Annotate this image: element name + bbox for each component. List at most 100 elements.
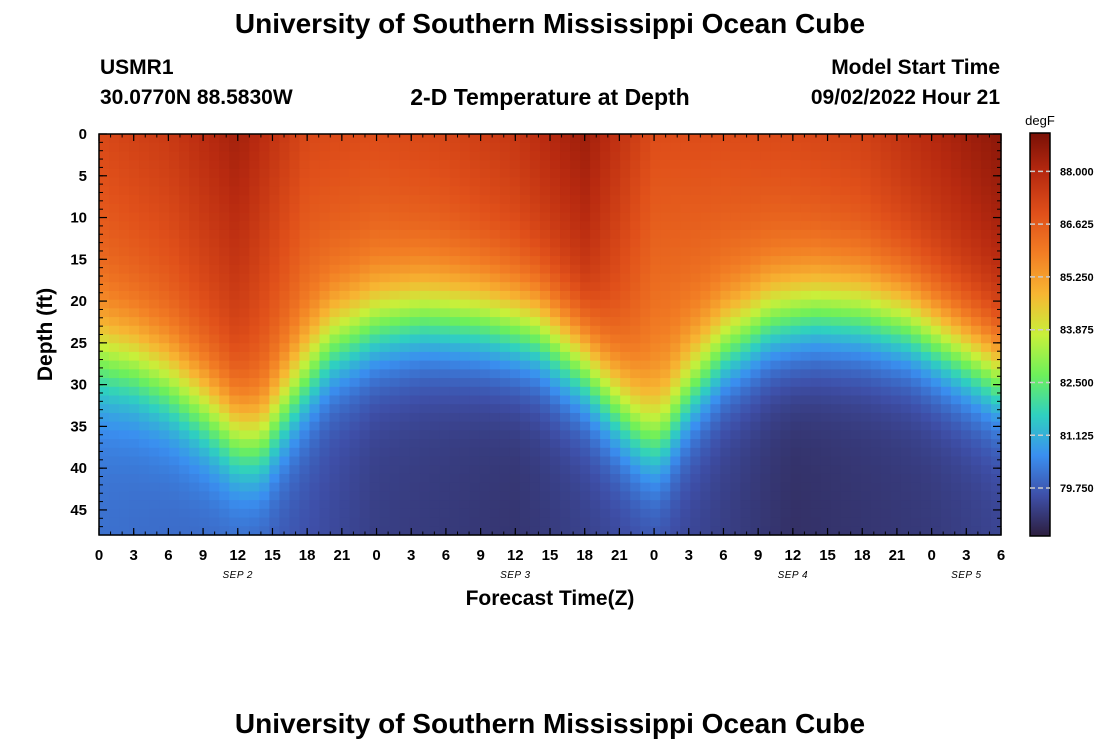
heatmap-cell [830,378,842,388]
heatmap-cell [670,308,681,318]
heatmap-cell [319,491,331,501]
heatmap-cell [459,360,471,370]
heatmap-cell [800,412,812,423]
heatmap-cell [319,395,331,405]
heatmap-cell [810,430,822,440]
heatmap-cell [289,404,301,414]
heatmap-cell [259,212,270,222]
heatmap-cell [950,421,962,431]
heatmap-cell [499,151,511,161]
heatmap-cell [229,151,240,161]
heatmap-cell [670,203,681,214]
heatmap-cell [389,526,401,536]
heatmap-cell [479,378,491,388]
heatmap-cell [469,508,481,519]
heatmap-cell [920,465,932,475]
heatmap-cell [900,247,912,257]
heatmap-cell [529,290,541,301]
heatmap-cell [660,386,671,397]
heatmap-cell [229,290,240,301]
heatmap-cell [249,273,260,283]
heatmap-cell [129,186,140,196]
heatmap-cell [319,412,331,423]
heatmap-cell [710,412,721,423]
heatmap-cell [99,473,110,484]
heatmap-cell [469,299,481,309]
heatmap-cell [610,229,621,240]
heatmap-cell [529,378,541,388]
heatmap-cell [970,290,982,301]
heatmap-cell [109,212,120,222]
heatmap-cell [940,430,952,440]
heatmap-cell [179,221,190,231]
heatmap-cell [439,465,451,475]
heatmap-cell [910,360,922,370]
heatmap-cell [620,229,631,240]
heatmap-cell [750,508,762,519]
heatmap-cell [970,151,982,161]
heatmap-cell [650,334,661,344]
heatmap-cell [179,308,190,318]
heatmap-cell [469,186,481,196]
heatmap-cell [780,447,792,458]
heatmap-cell [990,369,1002,379]
heatmap-cell [119,151,130,161]
heatmap-cell [179,456,190,466]
heatmap-cell [690,526,701,536]
heatmap-cell [560,325,571,336]
heatmap-cell [479,325,491,336]
heatmap-cell [910,264,922,275]
heatmap-cell [309,447,321,458]
heatmap-cell [429,456,441,466]
heatmap-cell [529,247,541,257]
heatmap-cell [379,351,391,362]
heatmap-cell [309,517,321,527]
heatmap-cell [539,282,551,292]
heatmap-cell [770,421,782,431]
heatmap-cell [750,500,762,510]
heatmap-cell [670,195,681,205]
heatmap-cell [880,465,892,475]
heatmap-cell [980,325,992,336]
heatmap-cell [299,360,311,370]
heatmap-cell [369,343,381,353]
heatmap-cell [810,526,822,536]
heatmap-cell [169,343,180,353]
heatmap-cell [319,299,331,309]
heatmap-cell [229,160,240,170]
heatmap-cell [690,517,701,527]
heatmap-cell [149,386,160,397]
heatmap-cell [560,482,571,493]
heatmap-cell [680,517,691,527]
heatmap-cell [319,229,331,240]
heatmap-cell [970,325,982,336]
heatmap-cell [840,360,852,370]
heatmap-cell [600,325,611,336]
heatmap-cell [620,308,631,318]
heatmap-cell [119,195,130,205]
heatmap-cell [259,308,270,318]
heatmap-cell [249,256,260,266]
heatmap-cell [970,447,982,458]
heatmap-cell [379,386,391,397]
heatmap-cell [850,142,862,153]
heatmap-cell [720,290,731,301]
heatmap-cell [129,325,140,336]
heatmap-cell [550,238,561,248]
heatmap-cell [620,134,631,144]
heatmap-cell [830,404,842,414]
heatmap-cell [129,473,140,484]
heatmap-cell [489,439,501,449]
heatmap-cell [239,168,250,179]
heatmap-cell [560,186,571,196]
heatmap-cell [519,212,531,222]
heatmap-cell [990,334,1002,344]
heatmap-cell [449,351,461,362]
heatmap-cell [109,473,120,484]
heatmap-cell [740,203,752,214]
heatmap-cell [690,229,701,240]
heatmap-cell [720,134,731,144]
heatmap-cell [419,430,431,440]
heatmap-cell [760,238,772,248]
heatmap-cell [109,447,120,458]
